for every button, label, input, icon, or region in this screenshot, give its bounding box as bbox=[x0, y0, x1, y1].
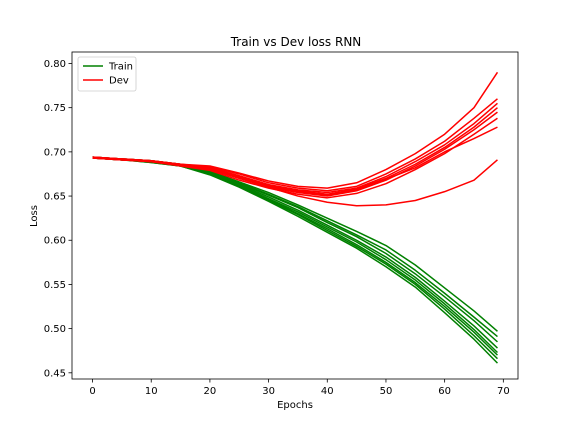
dev-series-line-7 bbox=[92, 126, 498, 196]
x-tick-label: 50 bbox=[380, 386, 393, 397]
x-tick-label: 60 bbox=[438, 386, 451, 397]
series-layer bbox=[92, 71, 499, 364]
x-tick-label: 20 bbox=[204, 386, 217, 397]
y-tick-label: 0.45 bbox=[44, 368, 66, 379]
y-tick-label: 0.80 bbox=[44, 59, 66, 70]
y-tick-label: 0.50 bbox=[44, 324, 66, 335]
legend-label-dev: Dev bbox=[109, 76, 129, 87]
x-tick-label: 10 bbox=[145, 386, 158, 397]
x-tick-label: 0 bbox=[89, 386, 95, 397]
y-tick-label: 0.60 bbox=[44, 236, 66, 247]
chart-title: Train vs Dev loss RNN bbox=[230, 35, 362, 49]
x-axis: 0 10 20 30 40 50 60 70 bbox=[89, 379, 510, 397]
x-tick-label: 40 bbox=[321, 386, 334, 397]
dev-series-line-8 bbox=[92, 156, 498, 207]
y-tick-label: 0.70 bbox=[44, 147, 66, 158]
legend-label-train: Train bbox=[108, 62, 133, 73]
x-tick-label: 70 bbox=[497, 386, 510, 397]
y-tick-label: 0.55 bbox=[44, 280, 66, 291]
x-axis-label: Epochs bbox=[277, 400, 313, 411]
legend: Train Dev bbox=[77, 56, 137, 92]
y-tick-label: 0.65 bbox=[44, 192, 66, 203]
y-tick-label: 0.75 bbox=[44, 103, 66, 114]
y-axis: 0.45 0.50 0.55 0.60 0.65 0.70 0.75 0.80 bbox=[44, 59, 72, 379]
x-tick-label: 30 bbox=[262, 386, 275, 397]
y-axis-label: Loss bbox=[29, 205, 40, 227]
plot-area bbox=[71, 51, 519, 380]
